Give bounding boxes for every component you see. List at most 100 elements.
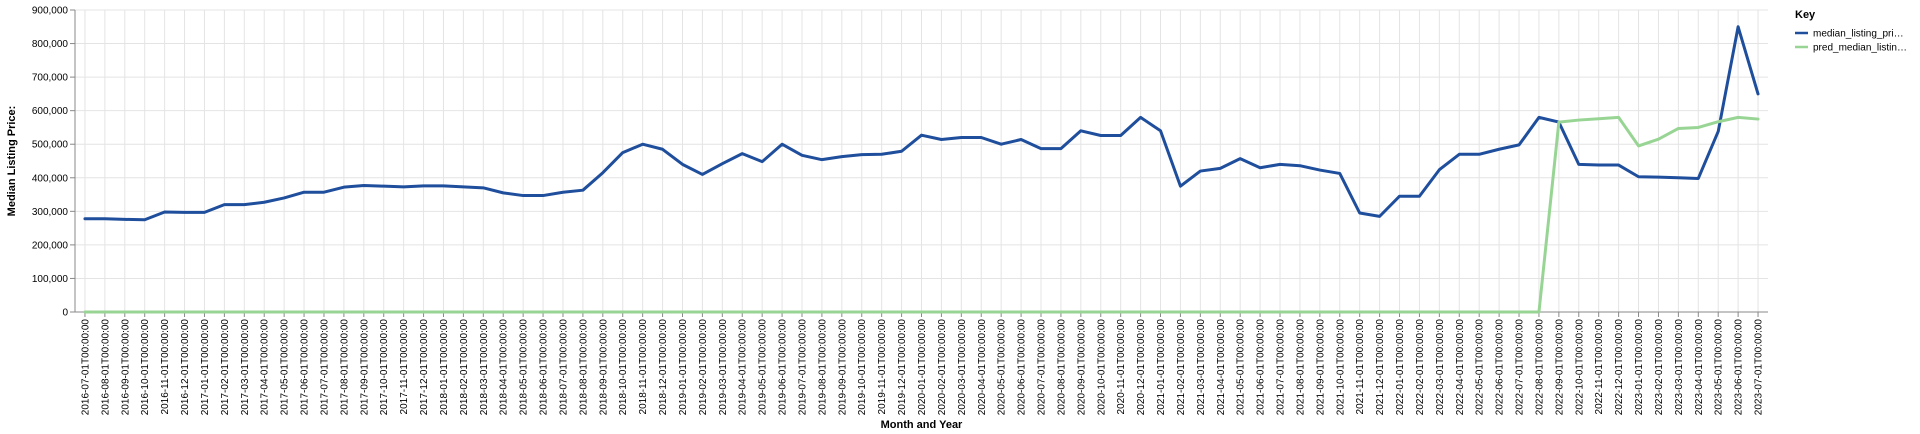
x-tick-label: 2021-08-01T00:00:00 bbox=[1295, 319, 1306, 416]
x-tick-label: 2023-02-01T00:00:00 bbox=[1654, 319, 1665, 416]
x-tick-label: 2020-12-01T00:00:00 bbox=[1136, 319, 1147, 416]
x-tick-label: 2022-04-01T00:00:00 bbox=[1455, 319, 1466, 416]
x-tick-label: 2016-11-01T00:00:00 bbox=[160, 319, 171, 415]
x-tick-label: 2018-08-01T00:00:00 bbox=[578, 319, 589, 416]
x-tick-label: 2018-05-01T00:00:00 bbox=[519, 319, 530, 416]
x-tick-label: 2017-12-01T00:00:00 bbox=[419, 319, 430, 416]
x-tick-label: 2016-07-01T00:00:00 bbox=[80, 319, 91, 416]
x-tick-label: 2019-08-01T00:00:00 bbox=[817, 319, 828, 416]
x-tick-label: 2022-06-01T00:00:00 bbox=[1495, 319, 1506, 416]
y-tick-label: 200,000 bbox=[32, 240, 69, 251]
y-tick-label: 600,000 bbox=[32, 106, 69, 117]
x-tick-label: 2019-12-01T00:00:00 bbox=[897, 319, 908, 416]
x-tick-label: 2023-03-01T00:00:00 bbox=[1674, 319, 1685, 416]
x-tick-label: 2021-07-01T00:00:00 bbox=[1276, 319, 1287, 416]
x-tick-label: 2017-01-01T00:00:00 bbox=[200, 319, 211, 416]
legend-label-1: median_listing_pri… bbox=[1813, 29, 1904, 40]
x-tick-label: 2021-05-01T00:00:00 bbox=[1236, 319, 1247, 416]
x-tick-label: 2017-11-01T00:00:00 bbox=[399, 319, 410, 415]
x-tick-label: 2020-06-01T00:00:00 bbox=[1017, 319, 1028, 416]
series-line-2 bbox=[83, 115, 1760, 314]
y-tick-label: 500,000 bbox=[32, 140, 69, 151]
x-tick-label: 2023-06-01T00:00:00 bbox=[1734, 319, 1745, 416]
y-tick-label: 300,000 bbox=[32, 207, 69, 218]
x-tick-label: 2020-01-01T00:00:00 bbox=[917, 319, 928, 416]
x-tick-label: 2018-07-01T00:00:00 bbox=[558, 319, 569, 416]
x-tick-label: 2018-09-01T00:00:00 bbox=[598, 319, 609, 416]
legend-label-2: pred_median_listin… bbox=[1813, 43, 1907, 54]
x-tick-label: 2023-01-01T00:00:00 bbox=[1634, 319, 1645, 416]
x-tick-label: 2021-12-01T00:00:00 bbox=[1375, 319, 1386, 416]
gridlines bbox=[75, 9, 1768, 313]
x-tick-label: 2017-03-01T00:00:00 bbox=[240, 319, 251, 416]
x-tick-label: 2018-03-01T00:00:00 bbox=[479, 319, 490, 416]
x-tick-label: 2021-09-01T00:00:00 bbox=[1315, 319, 1326, 416]
x-tick-label: 2019-05-01T00:00:00 bbox=[758, 319, 769, 416]
x-tick-label: 2021-04-01T00:00:00 bbox=[1216, 319, 1227, 416]
x-tick-label: 2018-12-01T00:00:00 bbox=[658, 319, 669, 416]
x-tick-label: 2023-07-01T00:00:00 bbox=[1754, 319, 1765, 416]
x-tick-label: 2019-09-01T00:00:00 bbox=[837, 319, 848, 416]
x-tick-label: 2019-10-01T00:00:00 bbox=[857, 319, 868, 416]
legend[interactable]: Key median_listing_pri… pred_median_listin… bbox=[1795, 9, 1907, 54]
series-line-1 bbox=[83, 25, 1760, 222]
x-tick-label: 2018-10-01T00:00:00 bbox=[618, 319, 629, 416]
x-tick-label: 2020-04-01T00:00:00 bbox=[977, 319, 988, 416]
x-tick-label: 2018-06-01T00:00:00 bbox=[539, 319, 550, 416]
y-tick-label: 700,000 bbox=[32, 73, 69, 84]
y-tick-label: 0 bbox=[62, 308, 68, 319]
x-tick-label: 2019-03-01T00:00:00 bbox=[718, 319, 729, 416]
x-tick-label: 2018-11-01T00:00:00 bbox=[638, 319, 649, 415]
x-tick-label: 2022-08-01T00:00:00 bbox=[1534, 319, 1545, 416]
x-tick-label: 2020-10-01T00:00:00 bbox=[1096, 319, 1107, 416]
x-tick-label: 2018-04-01T00:00:00 bbox=[499, 319, 510, 416]
x-tick-label: 2020-11-01T00:00:00 bbox=[1116, 319, 1127, 415]
x-tick-label: 2020-03-01T00:00:00 bbox=[957, 319, 968, 416]
x-tick-label: 2023-04-01T00:00:00 bbox=[1694, 319, 1705, 416]
x-tick-label: 2017-09-01T00:00:00 bbox=[359, 319, 370, 416]
x-tick-label: 2017-08-01T00:00:00 bbox=[339, 319, 350, 416]
y-tick-label: 100,000 bbox=[32, 274, 69, 285]
x-tick-label: 2017-05-01T00:00:00 bbox=[280, 319, 291, 416]
x-tick-label: 2022-07-01T00:00:00 bbox=[1515, 319, 1526, 416]
x-tick-label: 2022-11-01T00:00:00 bbox=[1594, 319, 1605, 415]
x-tick-label: 2021-11-01T00:00:00 bbox=[1355, 319, 1366, 415]
x-tick-label: 2022-01-01T00:00:00 bbox=[1395, 319, 1406, 416]
legend-title: Key bbox=[1795, 9, 1816, 21]
x-tick-label: 2022-09-01T00:00:00 bbox=[1554, 319, 1565, 416]
y-tick-label: 900,000 bbox=[32, 6, 69, 17]
x-tick-label: 2016-12-01T00:00:00 bbox=[180, 319, 191, 416]
x-tick-label: 2019-04-01T00:00:00 bbox=[738, 319, 749, 416]
x-tick-label: 2017-04-01T00:00:00 bbox=[260, 319, 271, 416]
x-tick-label: 2021-10-01T00:00:00 bbox=[1335, 319, 1346, 416]
x-tick-label: 2016-10-01T00:00:00 bbox=[140, 319, 151, 416]
x-tick-label: 2021-02-01T00:00:00 bbox=[1176, 319, 1187, 416]
x-tick-label: 2019-01-01T00:00:00 bbox=[678, 319, 689, 416]
x-tick-label: 2020-07-01T00:00:00 bbox=[1037, 319, 1048, 416]
x-tick-label: 2022-02-01T00:00:00 bbox=[1415, 319, 1426, 416]
x-tick-label: 2017-10-01T00:00:00 bbox=[379, 319, 390, 416]
x-tick-label: 2021-03-01T00:00:00 bbox=[1196, 319, 1207, 416]
x-tick-label: 2019-02-01T00:00:00 bbox=[698, 319, 709, 416]
y-axis-title: Median Listing Price: bbox=[6, 106, 18, 217]
x-tick-label: 2022-12-01T00:00:00 bbox=[1614, 319, 1625, 416]
x-axis-title: Month and Year bbox=[881, 419, 963, 431]
x-tick-label: 2022-05-01T00:00:00 bbox=[1475, 319, 1486, 416]
x-tick-label: 2022-03-01T00:00:00 bbox=[1435, 319, 1446, 416]
x-tick-label: 2019-11-01T00:00:00 bbox=[877, 319, 888, 415]
x-tick-label: 2017-06-01T00:00:00 bbox=[300, 319, 311, 416]
y-tick-label: 400,000 bbox=[32, 173, 69, 184]
x-tick-label: 2019-07-01T00:00:00 bbox=[797, 319, 808, 416]
x-tick-label: 2020-05-01T00:00:00 bbox=[997, 319, 1008, 416]
axes: 0 100,000 200,000 300,000 400,000 500,000 600,… bbox=[6, 6, 1768, 431]
x-tick-label: 2021-06-01T00:00:00 bbox=[1256, 319, 1267, 416]
y-tick-label: 800,000 bbox=[32, 39, 69, 50]
x-tick-label: 2020-08-01T00:00:00 bbox=[1056, 319, 1067, 416]
x-tick-label: 2016-08-01T00:00:00 bbox=[100, 319, 111, 416]
x-tick-label: 2022-10-01T00:00:00 bbox=[1574, 319, 1585, 416]
x-tick-label: 2020-09-01T00:00:00 bbox=[1076, 319, 1087, 416]
x-tick-label: 2019-06-01T00:00:00 bbox=[778, 319, 789, 416]
series-lines bbox=[83, 25, 1760, 314]
